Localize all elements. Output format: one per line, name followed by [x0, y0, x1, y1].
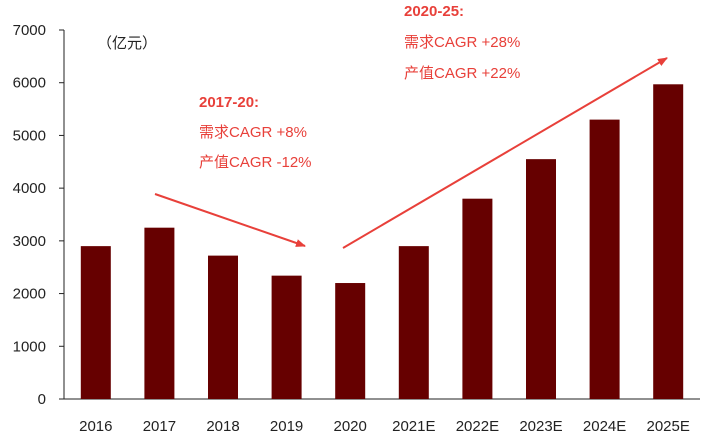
annotation-2020-2025-output: 产值CAGR +22%	[404, 65, 520, 82]
x-tick-label: 2018	[206, 418, 239, 435]
y-unit-label: （亿元）	[97, 35, 157, 52]
x-tick-label: 2025E	[647, 418, 690, 435]
y-tick-label: 5000	[13, 127, 46, 144]
bars	[80, 84, 684, 399]
bar-2025E	[653, 84, 684, 399]
x-ticks: 2016 2017 2018 2019 2020 2021E 2022E 2023E 2024E…	[79, 418, 690, 435]
x-tick-label: 2017	[143, 418, 176, 435]
bar-2020	[335, 283, 366, 399]
y-tick-label: 3000	[13, 233, 46, 250]
x-tick-label: 2016	[79, 418, 112, 435]
x-tick-label: 2019	[270, 418, 303, 435]
trend-arrow-2020-2025	[342, 57, 668, 249]
bar-2018	[208, 255, 238, 399]
y-tick-label: 7000	[13, 22, 46, 39]
bar-2021E	[398, 246, 429, 399]
y-tick-label: 4000	[13, 180, 46, 197]
annotation-2017-2020-demand: 需求CAGR +8%	[199, 124, 307, 141]
x-tick-label: 2024E	[583, 418, 626, 435]
bar-2017	[144, 227, 175, 399]
bar-2019	[271, 275, 302, 399]
x-tick-label: 2023E	[519, 418, 562, 435]
y-tick-label: 2000	[13, 286, 46, 303]
annotation-2020-2025-demand: 需求CAGR +28%	[404, 34, 520, 51]
y-tick-label: 6000	[13, 75, 46, 92]
annotation-2017-2020-output: 产值CAGR -12%	[199, 154, 312, 171]
bar-2024E	[589, 119, 620, 399]
trend-arrow-2017-2020	[154, 193, 306, 247]
bar-2023E	[526, 159, 556, 399]
y-tick-label: 1000	[13, 338, 46, 355]
bar-2016	[80, 246, 111, 399]
y-tick-label: 0	[38, 391, 46, 408]
annotation-2017-2020-title: 2017-20:	[199, 94, 259, 111]
x-tick-label: 2022E	[456, 418, 499, 435]
annotation-2020-2025: 2020-25: 需求CAGR +28% 产值CAGR +22%	[404, 3, 520, 82]
annotation-2020-2025-title: 2020-25:	[404, 3, 464, 20]
y-ticks: 0 1000 2000 3000 4000 5000 6000 7000	[13, 22, 64, 408]
x-tick-label: 2021E	[392, 418, 435, 435]
bar-2022E	[462, 198, 493, 399]
annotation-2017-2020: 2017-20: 需求CAGR +8% 产值CAGR -12%	[199, 94, 312, 171]
x-tick-label: 2020	[334, 418, 367, 435]
